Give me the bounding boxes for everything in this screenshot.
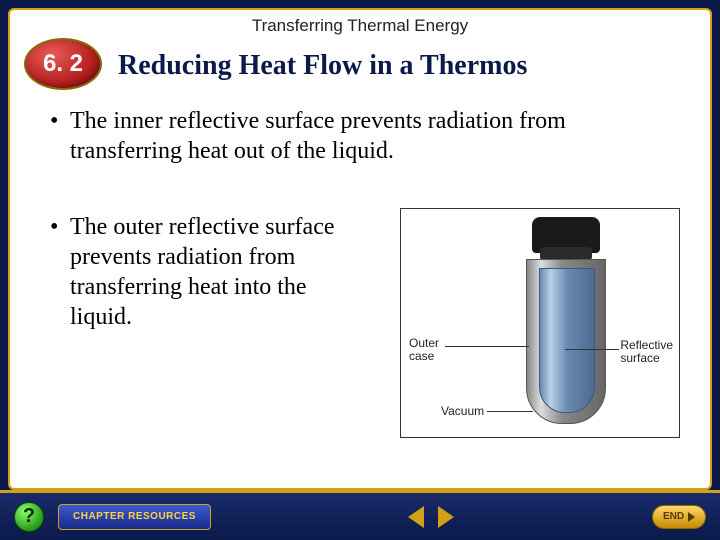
help-button[interactable]: ? (14, 502, 44, 532)
label-vacuum: Vacuum (441, 405, 484, 418)
content-frame: Transferring Thermal Energy 6. 2 Reducin… (8, 8, 712, 490)
thermos-outer-case (526, 259, 606, 424)
thermos-inner-glass (539, 268, 595, 413)
bullet-1: • The inner reflective surface prevents … (50, 106, 670, 166)
leader-vacuum (487, 411, 533, 412)
chapter-header: Transferring Thermal Energy (10, 16, 710, 36)
prev-slide-button[interactable] (408, 506, 424, 528)
slide-title: Reducing Heat Flow in a Thermos (118, 50, 527, 82)
label-outer-case: Outer case (409, 337, 439, 363)
bullet-dot: • (50, 106, 58, 136)
end-label: END (663, 511, 684, 522)
bottom-nav-bar: ? CHAPTER RESOURCES END (0, 490, 720, 540)
end-button[interactable]: END (652, 505, 706, 529)
slide: Transferring Thermal Energy 6. 2 Reducin… (0, 0, 720, 540)
next-slide-button[interactable] (438, 506, 454, 528)
bullet-1-text: The inner reflective surface prevents ra… (70, 106, 670, 166)
leader-reflective (565, 349, 619, 350)
bullet-2-text: The outer reflective surface prevents ra… (70, 212, 340, 332)
leader-outer-case (445, 346, 529, 347)
bullet-2: • The outer reflective surface prevents … (50, 212, 340, 332)
end-icon (688, 512, 695, 522)
chapter-resources-button[interactable]: CHAPTER RESOURCES (58, 504, 211, 530)
bullet-dot: • (50, 212, 58, 242)
thermos-diagram: Outer case Reflective surface Vacuum (400, 208, 680, 438)
label-reflective-surface: Reflective surface (620, 339, 673, 365)
section-number-badge: 6. 2 (24, 38, 102, 90)
